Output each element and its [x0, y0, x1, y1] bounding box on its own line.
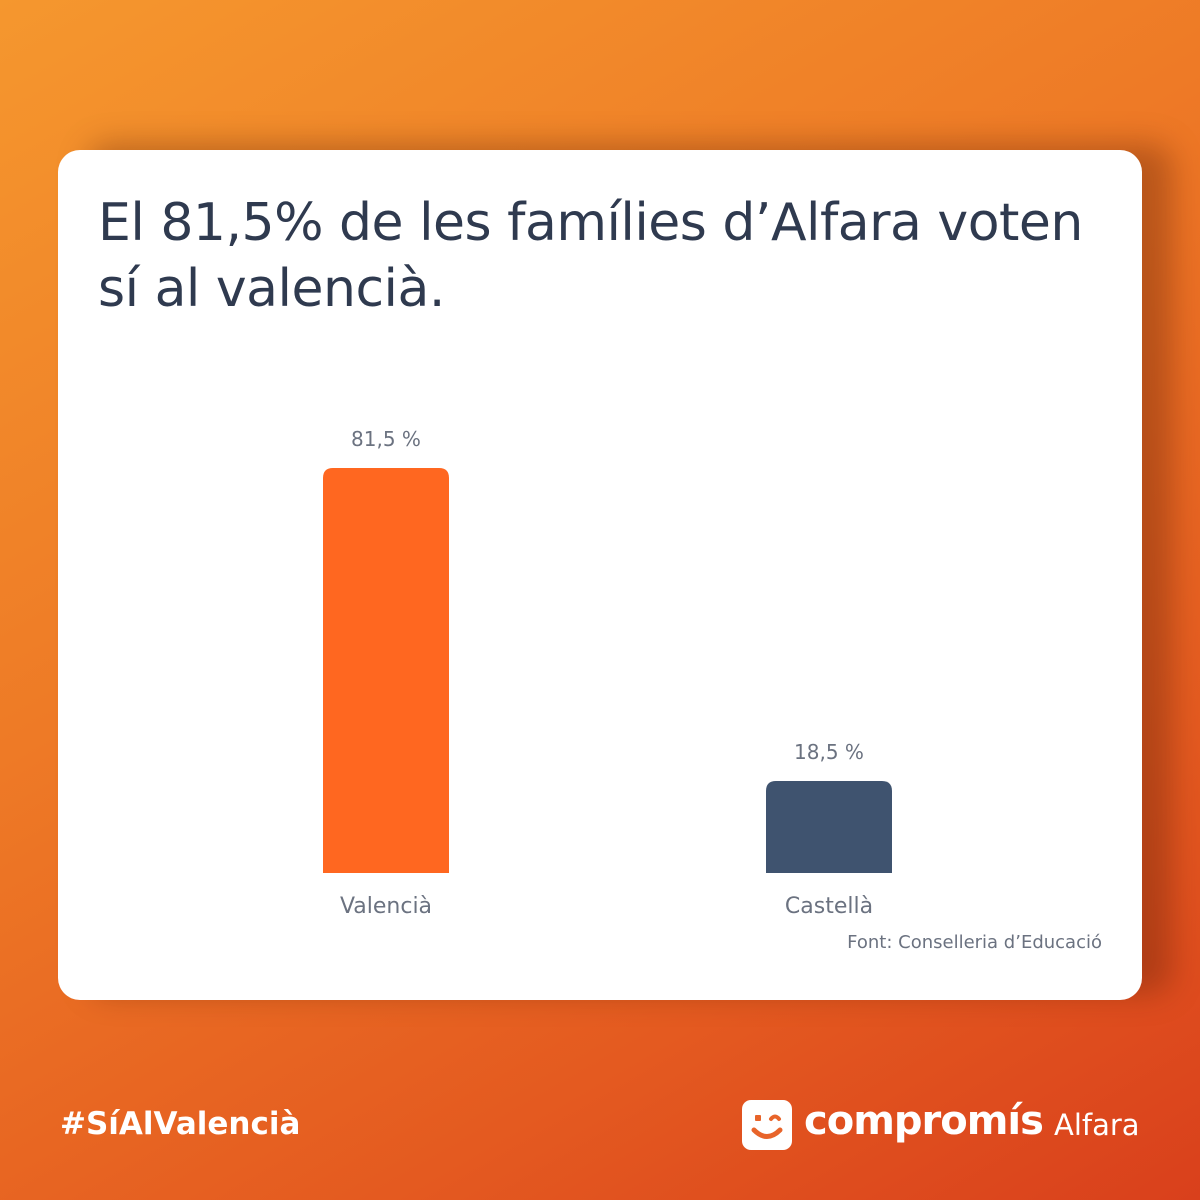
bar-castellà	[766, 781, 892, 873]
value-label: 81,5 %	[351, 427, 421, 451]
chart-card: El 81,5% de les famílies d’Alfara voten …	[58, 150, 1142, 1000]
bar-chart: 81,5 % Valencià 18,5 % Castellà	[323, 427, 892, 919]
category-label: Castellà	[785, 894, 873, 919]
category-label: Valencià	[340, 894, 432, 919]
smiley-wink-icon	[742, 1100, 792, 1150]
logo-wordmark: compromís	[804, 1098, 1044, 1144]
source-note: Font: Conselleria d’Educació	[847, 932, 1102, 953]
logo-place-name: Alfara	[1054, 1108, 1140, 1142]
compromis-logo: compromís Alfara	[742, 1098, 1142, 1152]
value-label: 18,5 %	[794, 740, 864, 764]
bar-valencià	[323, 467, 449, 873]
hashtag: #SíAlValencià	[60, 1106, 301, 1142]
chart-title: El 81,5% de les famílies d’Alfara voten …	[98, 193, 1083, 319]
